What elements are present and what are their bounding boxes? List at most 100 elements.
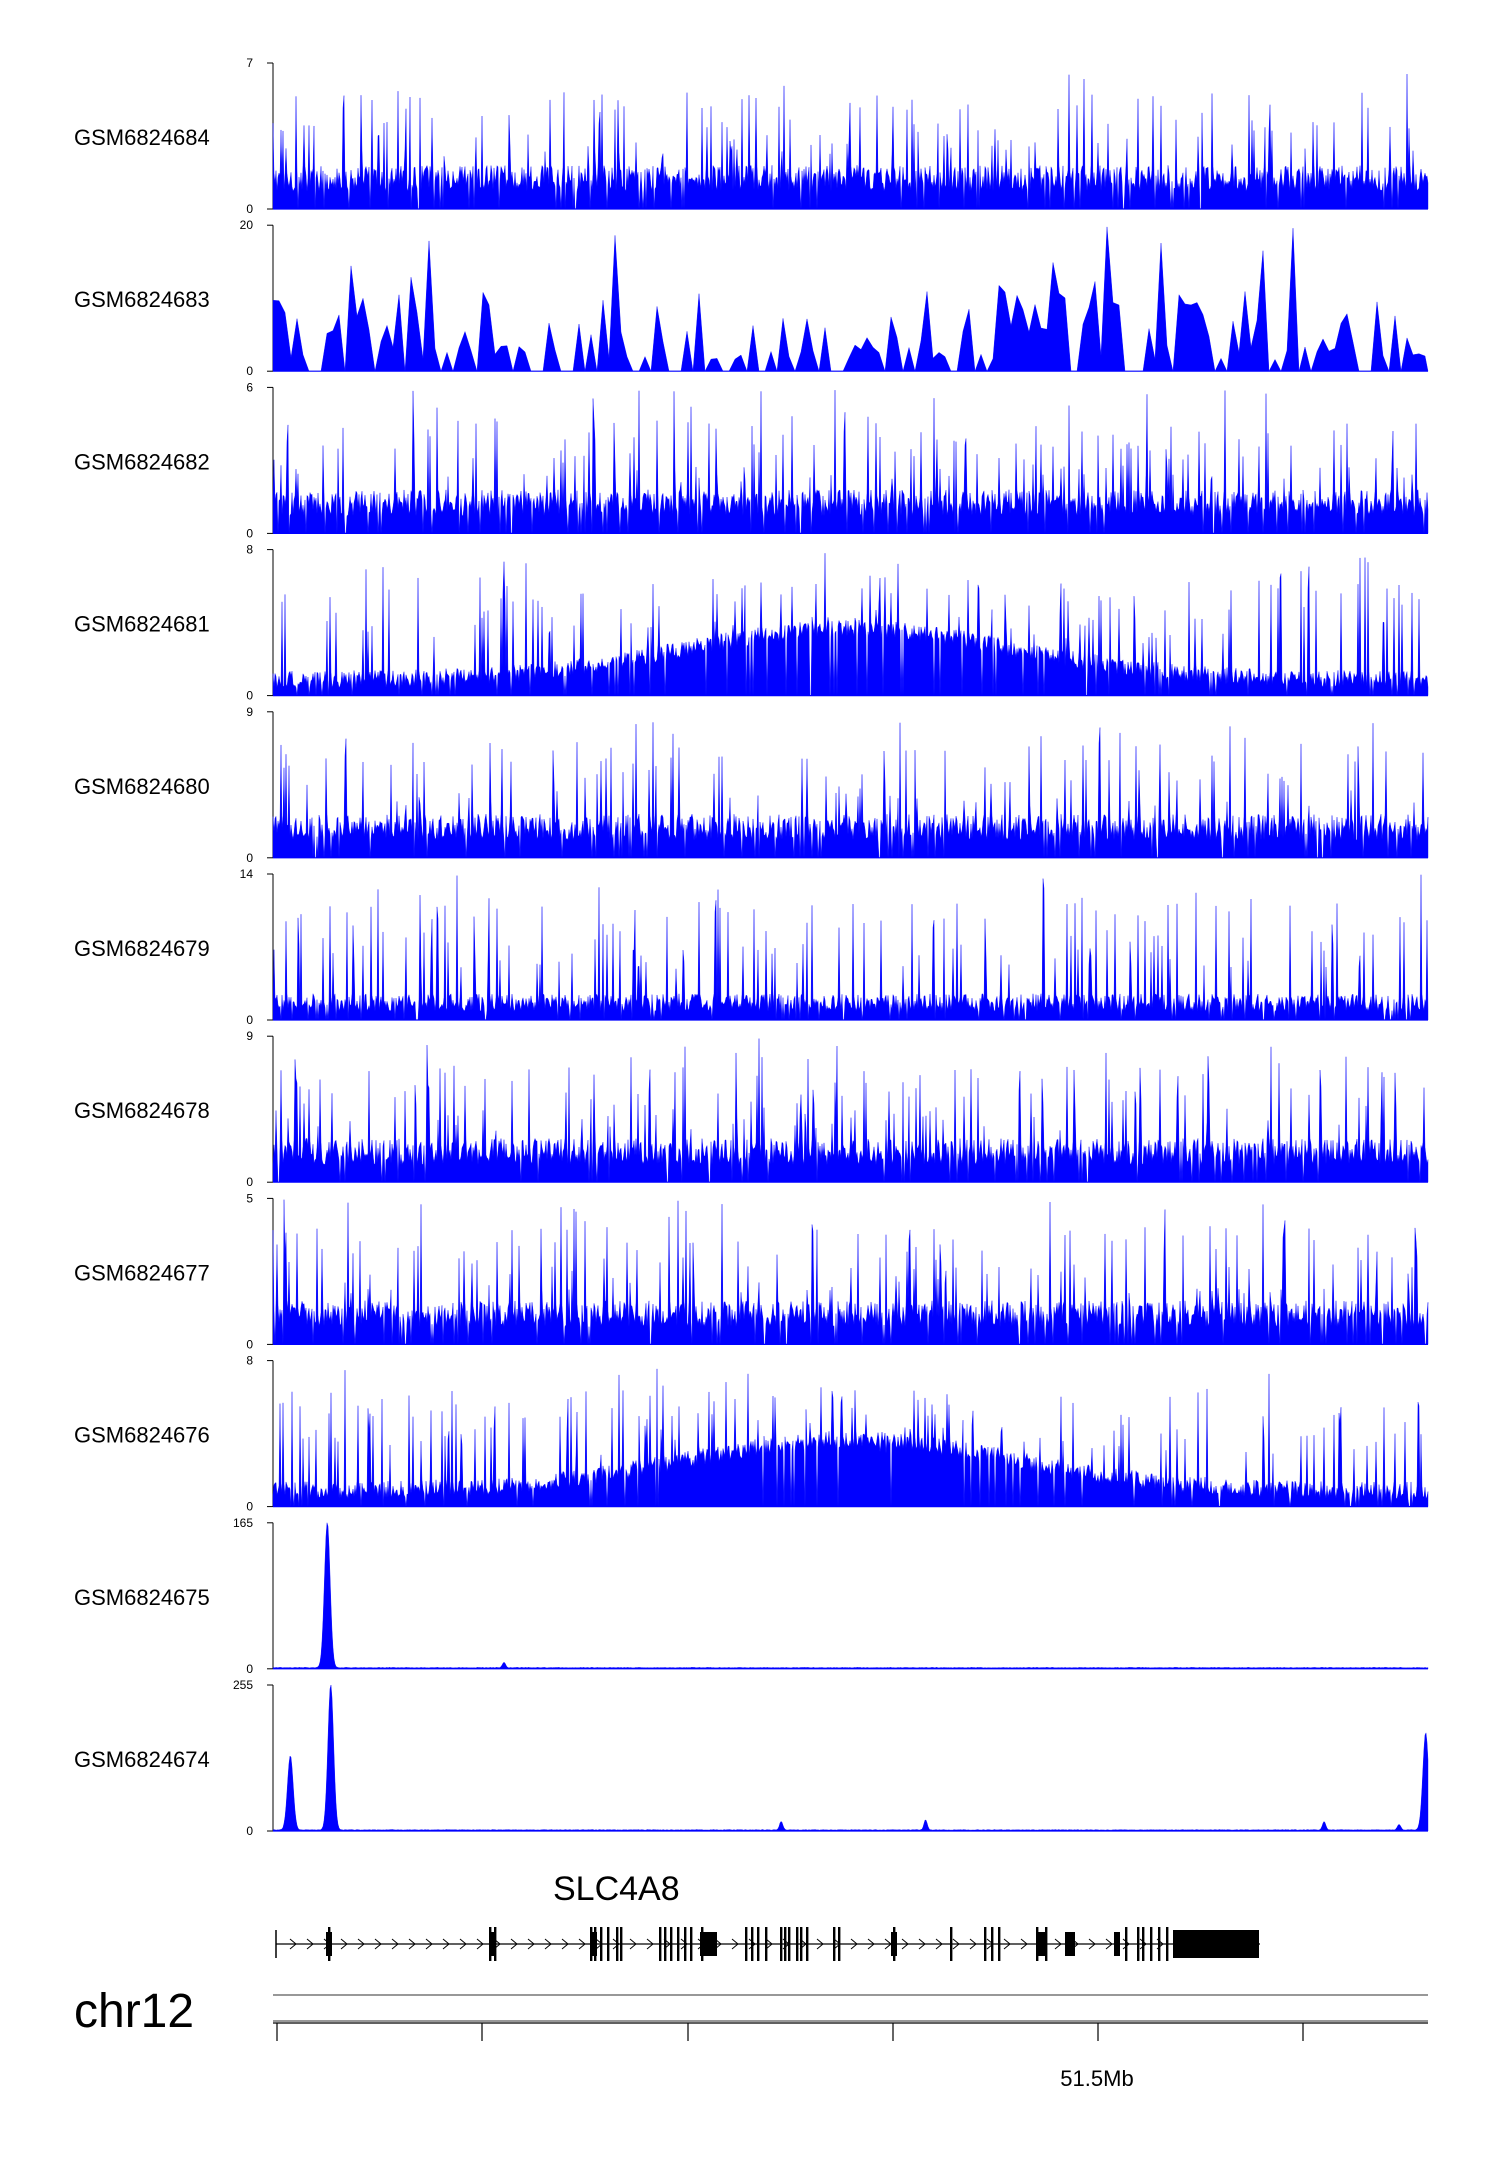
coverage-area	[272, 74, 1429, 210]
y-tick-label-min: 0	[246, 1013, 253, 1027]
coverage-area	[272, 1368, 1429, 1507]
gene-exon-coding	[1114, 1932, 1120, 1956]
strand-arrow	[544, 1938, 552, 1950]
strand-arrow	[442, 1938, 450, 1950]
track-label: GSM6824680	[74, 774, 210, 799]
gene-exon	[780, 1927, 783, 1961]
track-label: GSM6824681	[74, 612, 210, 637]
strand-arrow	[306, 1938, 314, 1950]
strand-arrow	[969, 1938, 977, 1950]
strand-arrow	[527, 1938, 535, 1950]
gene-exon	[751, 1927, 754, 1961]
coverage-area	[272, 1684, 1429, 1832]
gene-exon	[690, 1927, 693, 1961]
strand-arrow	[731, 1938, 739, 1950]
y-tick-label-min: 0	[246, 851, 253, 865]
track-GSM6824678: GSM6824678 9 0	[74, 1029, 1429, 1189]
chromosome-label: chr12	[74, 1985, 194, 2038]
gene-exon	[757, 1927, 760, 1961]
y-tick-label-max: 9	[246, 705, 253, 719]
gene-exon	[796, 1927, 799, 1961]
track-label: GSM6824683	[74, 287, 210, 312]
strand-arrow	[1020, 1938, 1028, 1950]
y-tick-label-min: 0	[246, 1337, 253, 1351]
track-GSM6824684: GSM6824684 7 0	[74, 56, 1429, 216]
gene-exon-coding	[1038, 1932, 1047, 1956]
strand-arrow	[374, 1938, 382, 1950]
coverage-area	[272, 390, 1429, 534]
strand-arrow	[561, 1938, 569, 1950]
genomic-axis-ticks	[276, 2023, 1304, 2041]
y-tick-label-max: 8	[246, 543, 253, 557]
y-tick-label-min: 0	[246, 1662, 253, 1676]
strand-arrow	[918, 1938, 926, 1950]
strand-arrow	[952, 1938, 960, 1950]
track-GSM6824675: GSM6824675 165 0	[74, 1516, 1429, 1676]
gene-exon	[489, 1927, 492, 1961]
gene-exon	[1125, 1927, 1128, 1961]
gene-exon-coding	[491, 1932, 496, 1956]
gene-exon-coding	[700, 1932, 716, 1956]
track-GSM6824676: GSM6824676 8 0	[74, 1354, 1429, 1514]
strand-arrow	[289, 1938, 297, 1950]
y-tick-label-min: 0	[246, 202, 253, 216]
strand-arrow	[612, 1938, 620, 1950]
track-label: GSM6824678	[74, 1098, 210, 1123]
gene-exon	[745, 1927, 748, 1961]
track-label: GSM6824675	[74, 1585, 210, 1610]
gene-label: SLC4A8	[553, 1870, 680, 1908]
y-tick-label-max: 9	[246, 1029, 253, 1043]
track-label: GSM6824676	[74, 1423, 210, 1448]
track-GSM6824682: GSM6824682 6 0	[74, 380, 1429, 540]
gene-exon	[800, 1927, 803, 1961]
strand-arrow	[357, 1938, 365, 1950]
strand-arrow	[459, 1938, 467, 1950]
gene-exon	[1036, 1927, 1039, 1961]
coverage-area	[272, 1038, 1429, 1183]
track-GSM6824674: GSM6824674 255 0	[74, 1678, 1429, 1838]
y-tick-label-min: 0	[246, 1824, 253, 1838]
gene-exon	[806, 1927, 809, 1961]
coverage-area	[272, 1199, 1429, 1345]
track-GSM6824677: GSM6824677 5 0	[74, 1191, 1429, 1351]
strand-arrow	[578, 1938, 586, 1950]
y-tick-label-min: 0	[246, 1175, 253, 1189]
strand-arrow	[765, 1938, 773, 1950]
gene-exon	[950, 1927, 953, 1961]
strand-arrow	[1003, 1938, 1011, 1950]
strand-arrow	[1105, 1938, 1113, 1950]
y-tick-label-max: 7	[246, 56, 253, 70]
gene-exon	[607, 1927, 610, 1961]
gene-exon	[620, 1927, 623, 1961]
track-label: GSM6824677	[74, 1260, 210, 1285]
gene-exon	[1158, 1927, 1161, 1961]
strand-arrow	[646, 1938, 654, 1950]
track-GSM6824679: GSM6824679 14 0	[74, 867, 1429, 1027]
strand-arrow	[629, 1938, 637, 1950]
gene-model: SLC4A8	[275, 1870, 1260, 1961]
strand-arrow	[901, 1938, 909, 1950]
track-GSM6824683: GSM6824683 20 0	[74, 218, 1429, 378]
gene-exon	[600, 1927, 603, 1961]
strand-arrow	[1088, 1938, 1096, 1950]
strand-arrow	[408, 1938, 416, 1950]
gene-exon	[616, 1927, 619, 1961]
y-tick-label-min: 0	[246, 689, 253, 703]
strand-arrow	[680, 1938, 688, 1950]
coverage-tracks: GSM682468470GSM6824683200GSM682468260GSM…	[74, 56, 1429, 1838]
gene-exon	[984, 1927, 987, 1961]
gene-exon	[765, 1927, 768, 1961]
track-GSM6824680: GSM6824680 9 0	[74, 705, 1429, 865]
y-tick-label-max: 5	[246, 1191, 253, 1205]
gene-exon	[1142, 1927, 1145, 1961]
y-tick-label-max: 255	[233, 1678, 253, 1692]
y-tick-label-max: 6	[246, 380, 253, 394]
y-tick-label-min: 0	[246, 526, 253, 540]
strand-arrow	[476, 1938, 484, 1950]
y-tick-label-min: 0	[246, 1500, 253, 1514]
coverage-area	[272, 874, 1429, 1021]
y-tick-label-max: 165	[233, 1516, 253, 1530]
y-tick-label-max: 14	[240, 867, 254, 881]
strand-arrow	[391, 1938, 399, 1950]
track-label: GSM6824679	[74, 936, 210, 961]
